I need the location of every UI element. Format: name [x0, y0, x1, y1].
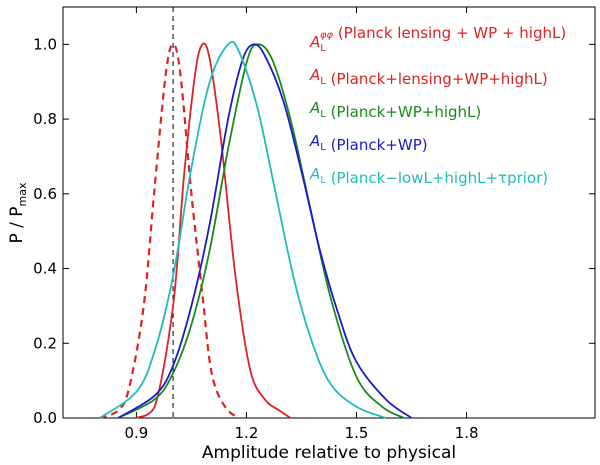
y-tick-label: 1.0	[33, 35, 57, 53]
series-line-1	[135, 42, 291, 419]
legend: ALφφ (Planck lensing + WP + highL) AL (Pl…	[309, 24, 566, 187]
plot-frame	[62, 6, 596, 419]
y-axis-label: P / Pmax	[7, 182, 29, 244]
y-tick-label: 0.0	[33, 409, 57, 427]
y-tick-label: 0.4	[33, 260, 57, 278]
legend-entry-1: AL (Planck+lensing+WP+highL)	[309, 66, 548, 88]
legend-entry-4: AL (Planck−lowL+highL+τprior)	[309, 165, 548, 187]
x-tick-label: 1.2	[235, 424, 259, 442]
series-line-2	[117, 43, 405, 419]
y-axis-label-sub: max	[16, 182, 29, 206]
series-line-4	[99, 40, 387, 419]
x-tick-label: 0.9	[124, 424, 148, 442]
series-line-0	[99, 43, 240, 420]
x-tick-label: 1.5	[345, 424, 369, 442]
x-tick-label: 1.8	[455, 424, 479, 442]
series-line-3	[117, 43, 413, 419]
x-axis-label: Amplitude relative to physical	[202, 443, 456, 463]
legend-entry-0: ALφφ (Planck lensing + WP + highL)	[309, 24, 566, 54]
y-tick-label: 0.6	[33, 185, 57, 203]
legend-entry-2: AL (Planck+WP+highL)	[309, 99, 481, 121]
y-axis-label-main: P / P	[7, 206, 27, 243]
axis-ticks: 0.9 1.2 1.5 1.8 0.0 0.2 0.4 0.6 0.8 1.0	[33, 7, 595, 442]
y-tick-label: 0.2	[33, 334, 57, 352]
series-layer	[99, 40, 413, 420]
y-tick-label: 0.8	[33, 110, 57, 128]
legend-entry-3: AL (Planck+WP)	[309, 132, 428, 154]
